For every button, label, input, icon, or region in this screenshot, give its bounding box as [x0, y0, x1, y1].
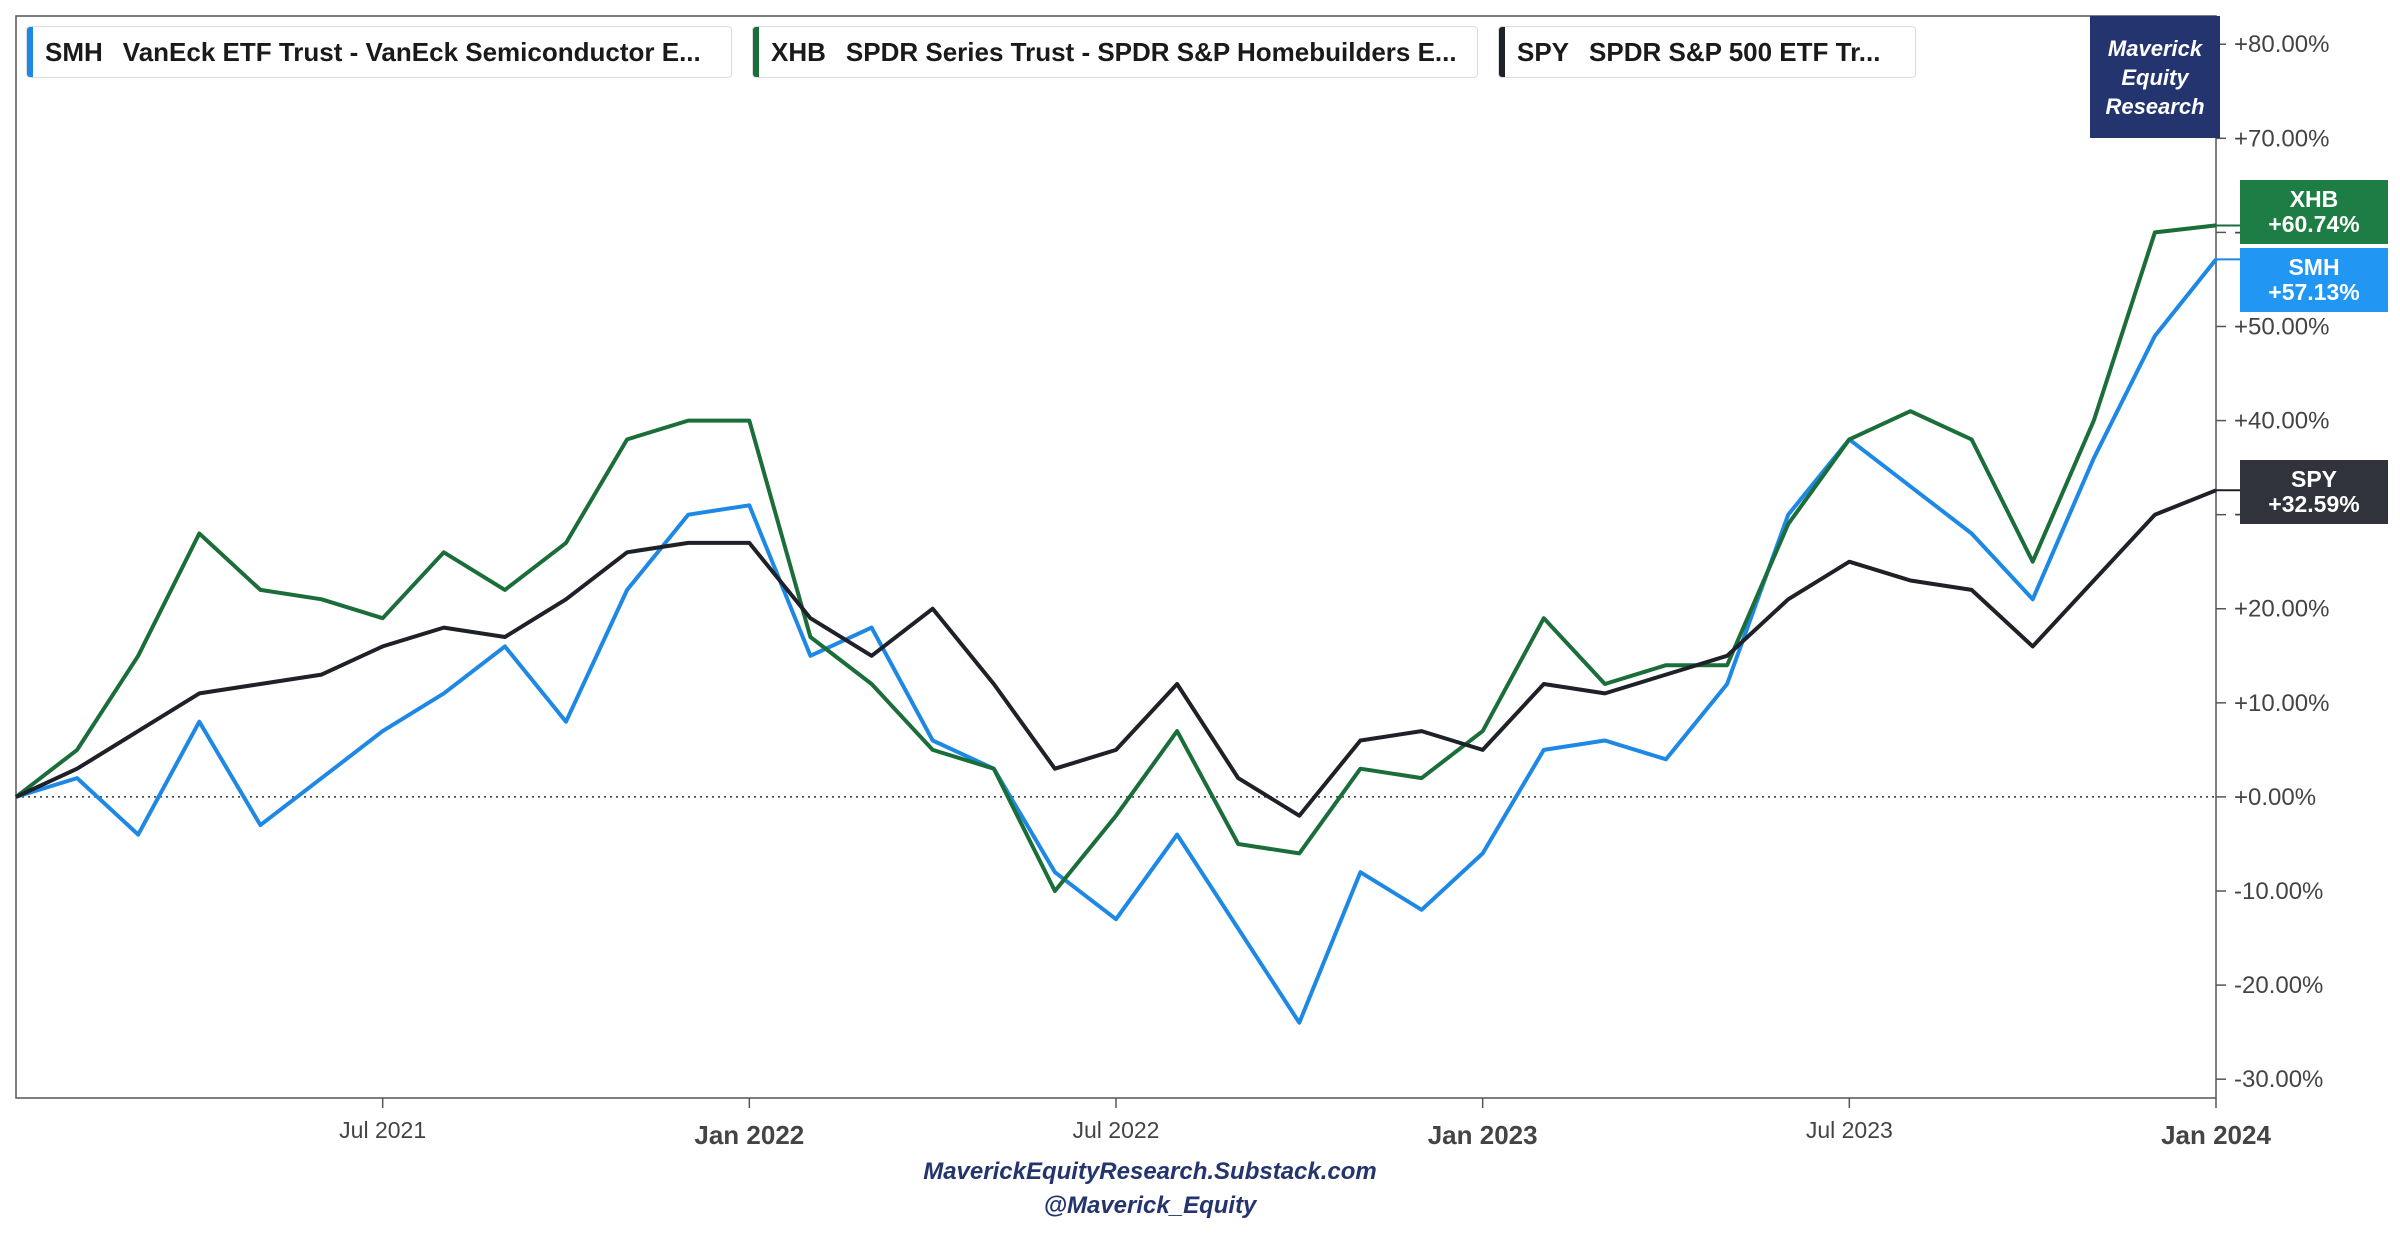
brand-logo: Maverick Equity Research [2090, 16, 2220, 138]
plot-frame [15, 15, 2217, 1099]
footer-handle: @Maverick_Equity [1043, 1192, 1257, 1219]
legend-name: SPDR S&P 500 ETF Tr... [1589, 36, 1881, 67]
y-tick-label: -30.00% [2234, 1066, 2323, 1093]
badge-spy: SPY +32.59% [2240, 460, 2388, 524]
legend-name: VanEck ETF Trust - VanEck Semiconductor … [122, 36, 701, 67]
badge-value: +32.59% [2268, 491, 2360, 517]
badge-xhb: XHB +60.74% [2240, 180, 2388, 244]
x-tick-label: Jan 2024 [2161, 1120, 2271, 1150]
badge-ticker: XHB [2289, 186, 2339, 212]
y-tick-label: +40.00% [2234, 408, 2329, 435]
brand-line: Research [2105, 93, 2205, 119]
y-tick-label: +70.00% [2234, 125, 2329, 152]
legend-ticker: SMH [45, 36, 103, 67]
legend-ticker: XHB [771, 36, 826, 67]
badge-value: +57.13% [2268, 279, 2360, 305]
x-tick-label: Jul 2021 [339, 1117, 426, 1143]
x-tick-label: Jul 2023 [1806, 1117, 1893, 1143]
x-tick-label: Jan 2022 [694, 1120, 804, 1150]
x-tick-label: Jan 2023 [1428, 1120, 1538, 1150]
y-tick-label: +0.00% [2234, 784, 2316, 811]
legend-item-xhb[interactable]: XHB SPDR Series Trust - SPDR S&P Homebui… [752, 26, 1478, 78]
badge-ticker: SPY [2290, 466, 2338, 492]
y-tick-label: -10.00% [2234, 878, 2323, 905]
series-line-spy [15, 488, 2217, 818]
badge-value: +60.74% [2268, 211, 2360, 237]
brand-line: Maverick [2107, 35, 2203, 61]
brand-line: Equity [2121, 64, 2189, 90]
x-tick-label: Jul 2022 [1073, 1117, 1160, 1143]
y-tick-label: -20.00% [2234, 972, 2323, 999]
badge-smh: SMH +57.13% [2240, 248, 2388, 312]
legend-name: SPDR Series Trust - SPDR S&P Homebuilder… [845, 36, 1457, 67]
badge-ticker: SMH [2288, 254, 2340, 280]
legend-color-bar [27, 27, 33, 77]
legend-color-bar [753, 27, 759, 77]
series-line-xhb [14, 223, 2217, 893]
legend-item-smh[interactable]: SMH VanEck ETF Trust - VanEck Semiconduc… [26, 26, 732, 78]
y-tick-label: +80.00% [2234, 31, 2329, 58]
footer-url: MaverickEquityResearch.Substack.com [923, 1158, 1377, 1185]
legend-color-bar [1499, 27, 1505, 77]
y-tick-label: +50.00% [2234, 313, 2329, 340]
legend-item-spy[interactable]: SPY SPDR S&P 500 ETF Tr... [1498, 26, 1916, 78]
series-line-smh [15, 258, 2218, 1025]
y-tick-label: +20.00% [2234, 596, 2329, 623]
y-tick-label: +10.00% [2234, 690, 2329, 717]
legend-ticker: SPY [1517, 36, 1570, 67]
